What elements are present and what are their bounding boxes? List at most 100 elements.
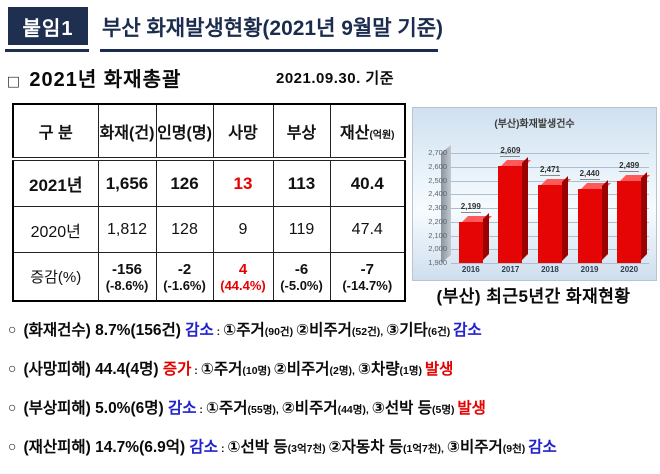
bar-2020: 2,499 (617, 161, 642, 263)
bar-2019: 2,440 (577, 169, 602, 263)
fire-chart-panel: (부산)화재발생건수 2,700 2,600 2,500 2,400 2,300 2,20… (412, 107, 657, 281)
bullet-text-segment: : (191, 365, 201, 377)
gridline (451, 166, 649, 168)
bullet-text-segment: : (196, 404, 206, 416)
bullet-text-segment: 감소 (167, 400, 197, 417)
summary-bullet-line: ○ (부상피해) 5.0%(6명) 감소 : ①주거(55명), ②비주거(44명… (8, 396, 658, 422)
bullet-text-segment: ①주거 (223, 322, 265, 339)
table-cell: 126 (155, 158, 214, 207)
summary-bullet-line: ○ (화재건수) 8.7%(156건) 감소 : ①주거(90건) ②비주거(52… (8, 318, 658, 344)
bullet-text-segment: (55명), (247, 404, 282, 416)
table-cell: 1,656 (97, 158, 157, 207)
chart-plot-area: 2,700 2,600 2,500 2,400 2,300 2,200 2,100 2,000… (428, 146, 649, 274)
y-axis-tick: 2,100 (428, 230, 447, 240)
table-cell: 13 (212, 158, 274, 207)
y-axis-tick: 1,900 (428, 258, 447, 267)
bar-series: 2,199 2,609 2,471 2,440 2,499 (451, 146, 649, 263)
bullet-text-segment: (1억7천), (403, 443, 447, 455)
table-cell: 4 (44.4%) (212, 252, 274, 302)
bar-slot: 2,471 (537, 153, 563, 263)
bullet-text-segment: (5명) (431, 404, 458, 416)
summary-bullet-line: ○ (재산피해) 14.7%(6.9억) 감소 : ①선박 등(3억7천) ②자동… (8, 435, 658, 461)
gridline (451, 263, 649, 264)
square-bullet-icon: □ (8, 71, 19, 92)
bullet-text-segment: ①주거 (205, 400, 248, 417)
chart-3d-wall (441, 145, 451, 263)
bullet-text-segment: (2명), (329, 365, 358, 377)
y-axis-tick: 2,600 (428, 161, 447, 171)
table-cell: -6 (-5.0%) (272, 252, 331, 302)
bar-value-label: 2,609 (500, 145, 521, 157)
table-cell: 113 (272, 158, 331, 207)
column-header: 재산(억원) (329, 103, 406, 161)
bullet-text-segment: (1명) (399, 365, 425, 377)
bullet-text-segment: : (218, 443, 228, 455)
chart-title: (부산)화재발생건수 (494, 119, 575, 130)
column-header-unit: (억원) (369, 130, 395, 141)
x-axis-labels: 2016 2017 2018 2019 2020 (451, 265, 649, 274)
table-cell: 40.4 (329, 158, 406, 207)
reference-date: 2021.09.30. 기준 (276, 70, 395, 87)
bar-2017: 2,609 (498, 146, 523, 263)
section-heading: □ 2021년 화재총괄 2021.09.30. 기준 (8, 63, 648, 92)
page-title: 부산 화재발생현황(2021년 9월말 기준) (102, 17, 444, 40)
bullet-text-segment: 발생 (424, 361, 454, 378)
summary-bullet-line: ○ (사망피해) 44.4(4명) 증가 : ①주거(10명) ②비주거(2명),… (8, 357, 658, 383)
x-axis-label: 2020 (620, 265, 639, 274)
bullet-text-segment: ②자동차 등 (328, 439, 404, 456)
table-cell: 9 (212, 206, 274, 253)
bullet-text-segment: 감소 (185, 322, 214, 339)
bullet-text-segment: 감소 (189, 439, 219, 456)
column-header: 인명(명) (155, 103, 214, 161)
bullet-text-segment: (44명), (337, 404, 372, 416)
column-header: 화재(건) (97, 103, 157, 161)
column-header: 사망 (212, 103, 274, 161)
table-row: 증감(%) -156 (-8.6%) -2 (-1.6%) 4 (44.4%) -6 (-5.0… (12, 252, 406, 302)
attachment-badge: 붙임1 (8, 7, 88, 45)
bullet-text-segment: (6건) (427, 326, 454, 338)
bullet-text-segment: ②비주거 (281, 400, 338, 417)
x-axis-label: 2019 (580, 265, 599, 274)
bullet-text-segment: ③선박 등 (371, 400, 432, 417)
bullet-text-segment: ③차량 (357, 361, 400, 378)
row-label: 2020년 (12, 206, 99, 253)
bar-value-label: 2,499 (619, 160, 640, 172)
title-underline (100, 49, 438, 52)
circle-bullet-icon: ○ (8, 399, 17, 415)
bullet-text-segment: (부상피해) 5.0%(6명) (23, 400, 168, 417)
y-axis-tick: 2,300 (428, 203, 447, 212)
bullet-text-segment: 발생 (457, 400, 486, 417)
bullet-text-segment: : (213, 326, 224, 338)
document-page: 붙임1 부산 화재발생현황(2021년 9월말 기준) □ 2021년 화재총괄… (0, 0, 660, 461)
circle-bullet-icon: ○ (8, 438, 17, 454)
table-cell: -2 (-1.6%) (155, 252, 214, 302)
x-axis-label: 2018 (541, 265, 559, 274)
bullet-text-segment: ②비주거 (273, 361, 330, 378)
y-axis-tick: 2,000 (428, 244, 447, 254)
table-row: 2021년 1,656 126 13 113 40.4 (12, 158, 406, 207)
bullet-text-segment: ③비주거 (446, 439, 503, 456)
table-cell: 128 (155, 206, 214, 253)
summary-bullets: ○ (화재건수) 8.7%(156건) 감소 : ①주거(90건) ②비주거(52… (8, 318, 658, 474)
y-axis-tick: 2,500 (428, 175, 447, 185)
bullet-text-segment: 증가 (162, 361, 192, 378)
table-cell: 47.4 (329, 206, 406, 253)
row-label: 증감(%) (12, 252, 99, 302)
x-axis-label: 2016 (461, 265, 480, 274)
bar-slot: 2,499 (616, 153, 642, 263)
bullet-text-segment: (10명) (242, 365, 274, 377)
bar-value-label: 2,471 (539, 164, 560, 176)
bullet-text-segment: (90건) (264, 326, 296, 338)
bar-value-label: 2,199 (460, 201, 481, 213)
bar-slot: 2,199 (458, 153, 484, 263)
y-axis-tick: 2,400 (428, 189, 447, 199)
table-header-row: 구 분 화재(건) 인명(명) 사망 부상 재산(억원) (12, 103, 406, 161)
bullet-text-segment: (9천) (502, 443, 529, 455)
bullet-text-segment: (3억7천) (287, 443, 329, 455)
bullet-text-segment: (52건), (351, 326, 387, 338)
badge-underline (5, 49, 89, 52)
bar-2018: 2,471 (537, 165, 562, 263)
table-cell: -7 (-14.7%) (329, 252, 406, 302)
table-row: 2020년 1,812 128 9 119 47.4 (12, 206, 406, 253)
bar-slot: 2,609 (497, 146, 523, 263)
